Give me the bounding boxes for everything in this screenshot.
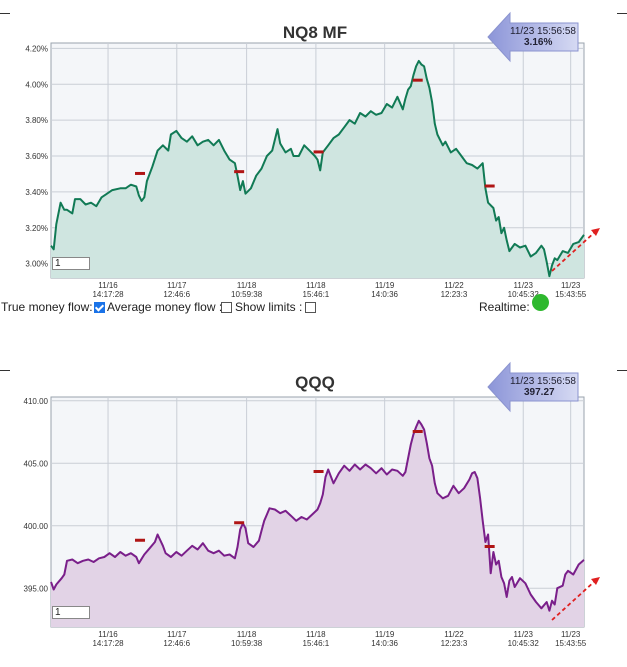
true-money-flow-label: True money flow: [1,300,93,314]
x-tick-label: 11/19 [375,630,395,639]
x-tick-label: 12:46:6 [163,639,190,648]
y-tick-label: 3.00% [25,260,48,269]
series-line [50,419,585,612]
y-tick-label: 3.80% [25,116,48,125]
qqq-chart: QQQ 395.00 400.00 405.00 410.00 11/1614:17:28… [24,361,600,648]
nq8-mf-chart-block: NQ8 MF 3.00% 3.20% 3.40% 3.60% 3.80% 4.00% 4.20… [0,0,627,320]
y-tick-label: 3.60% [25,152,48,161]
x-tick-label: 14:0:36 [371,290,398,299]
x-tick-label: 12:23:3 [441,639,468,648]
limit-marker [412,78,423,82]
x-tick-label: 15:43:55 [555,639,587,648]
x-tick-label: 11/23 [514,281,534,290]
y-tick-label: 395.00 [24,584,49,593]
realtime-label: Realtime: [479,300,530,314]
chart-title: QQQ [295,373,335,392]
x-tick-label: 11/17 [167,630,187,639]
x-tick-label: 11/22 [444,281,464,290]
checkbox-empty-icon[interactable] [305,302,316,313]
x-tick-label: 11/22 [444,630,464,639]
y-tick-label: 3.40% [25,188,48,197]
x-tick-label: 11/17 [167,281,187,290]
x-tick-label: 10:45:32 [508,639,540,648]
x-tick-label: 14:0:36 [371,639,398,648]
x-tick-label: 11/23 [561,281,581,290]
limit-marker [484,184,495,188]
limit-marker [313,150,324,154]
x-tick-label: 11/18 [237,630,257,639]
average-money-flow-label: Average money flow : [107,300,223,314]
x-tick-label: 14:17:28 [92,639,124,648]
x-tick-label: 11/19 [375,281,395,290]
x-tick-label: 15:46:1 [303,290,330,299]
limit-marker [313,470,324,473]
trend-arrow-head-icon [591,577,600,585]
x-tick-label: 11/18 [237,281,257,290]
show-limits-label: Show limits : [235,300,303,314]
callout-time: 11/23 15:56:58 [510,376,576,387]
chart-title: NQ8 MF [283,23,347,42]
limit-marker [412,430,423,433]
series-area [51,60,584,279]
x-tick-label: 10:59:38 [231,639,263,648]
checkbox-checked-icon[interactable] [94,302,105,313]
limit-marker [135,538,146,542]
checkbox-empty-icon[interactable] [221,302,232,313]
limit-marker [135,171,146,175]
limit-marker [234,170,245,174]
x-tick-label: 11/18 [306,281,326,290]
x-tick-label: 12:23:3 [441,290,468,299]
x-tick-label: 11/23 [561,630,581,639]
callout-time: 11/23 15:56:58 [510,26,576,37]
x-tick-label: 10:45:32 [508,290,540,299]
y-tick-label: 4.00% [25,80,48,89]
realtime-indicator-icon[interactable] [532,294,549,311]
y-tick-label: 400.00 [24,522,49,531]
callout-arrow-shape [487,361,579,413]
y-tick-label: 405.00 [24,459,49,468]
series-area [51,420,584,627]
x-tick-label: 15:43:55 [555,290,587,299]
callout-arrow-shape [487,11,579,63]
x-tick-label: 11/16 [98,630,118,639]
trend-arrow-head-icon [591,228,600,236]
nq8-mf-chart: NQ8 MF 3.00% 3.20% 3.40% 3.60% 3.80% 4.00% 4.20… [25,11,600,299]
y-tick-label: 4.20% [25,44,48,53]
series-line [50,59,585,278]
x-tick-label: 11/18 [306,630,326,639]
y-tick-label: 410.00 [24,397,49,406]
qqq-chart-block: QQQ 395.00 400.00 405.00 410.00 11/16 14:17:28… [0,355,627,667]
top-right-dash [617,13,627,14]
x-tick-label: 12:46:6 [163,290,190,299]
top-left-dash [0,13,10,14]
range-input[interactable]: 1 [52,257,90,270]
value-callout: 11/23 15:56:583.16% [487,11,579,63]
x-tick-label: 11/23 [514,630,534,639]
limit-marker [234,521,245,525]
x-tick-label: 10:59:38 [231,290,263,299]
x-tick-label: 11/16 [98,281,118,290]
trend-arrow [551,580,596,621]
trend-arrow [551,231,596,272]
callout-value: 397.27 [524,387,555,398]
x-tick-label: 14:17:28 [92,290,124,299]
top-left-dash [0,370,10,371]
callout-value: 3.16% [524,37,552,48]
range-input[interactable]: 1 [52,606,90,619]
x-tick-label: 15:46:1 [303,639,330,648]
top-right-dash [617,370,627,371]
limit-marker [484,545,495,548]
chart-controls: True money flow: Average money flow : Sh… [0,298,627,316]
y-tick-label: 3.20% [25,224,48,233]
